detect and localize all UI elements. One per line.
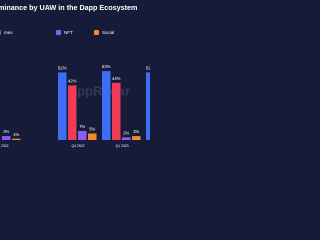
x-tick-label: Q3 2022: [0, 144, 9, 148]
bar: [12, 138, 21, 140]
legend-label: NFT: [64, 30, 73, 35]
legend-swatch: [56, 30, 61, 35]
bar: [2, 136, 11, 140]
value-label: 52%: [58, 66, 67, 71]
watermark: appRadar: [70, 83, 130, 98]
value-label: 3%: [3, 129, 9, 134]
bar: [58, 72, 67, 140]
value-label: 52%: [146, 66, 150, 71]
x-tick-label: Q1 2023: [115, 144, 128, 148]
value-label: 5%: [89, 127, 95, 132]
chart: minance by UAW in the Dapp Ecosystem app…: [0, 0, 150, 150]
bar: [68, 85, 77, 140]
bar: [88, 133, 97, 140]
legend-swatch: [94, 30, 99, 35]
chart-title: minance by UAW in the Dapp Ecosystem: [0, 3, 137, 12]
legend-label: mes: [4, 30, 13, 35]
value-label: 3%: [133, 129, 139, 134]
value-label: 44%: [112, 76, 121, 81]
value-label: 2%: [123, 131, 129, 136]
x-tick-label: Q4 2022: [71, 144, 84, 148]
value-label: 1%: [13, 132, 19, 137]
legend-label: Social: [102, 30, 114, 35]
value-label: 7%: [79, 124, 85, 129]
value-label: 53%: [102, 64, 111, 69]
bar: [122, 137, 131, 140]
bar: [78, 130, 87, 140]
bar: [102, 71, 111, 140]
value-label: 42%: [68, 79, 77, 84]
legend-swatch: [0, 30, 1, 35]
bar: [132, 136, 141, 140]
bar: [112, 82, 121, 140]
bar: [146, 72, 150, 140]
